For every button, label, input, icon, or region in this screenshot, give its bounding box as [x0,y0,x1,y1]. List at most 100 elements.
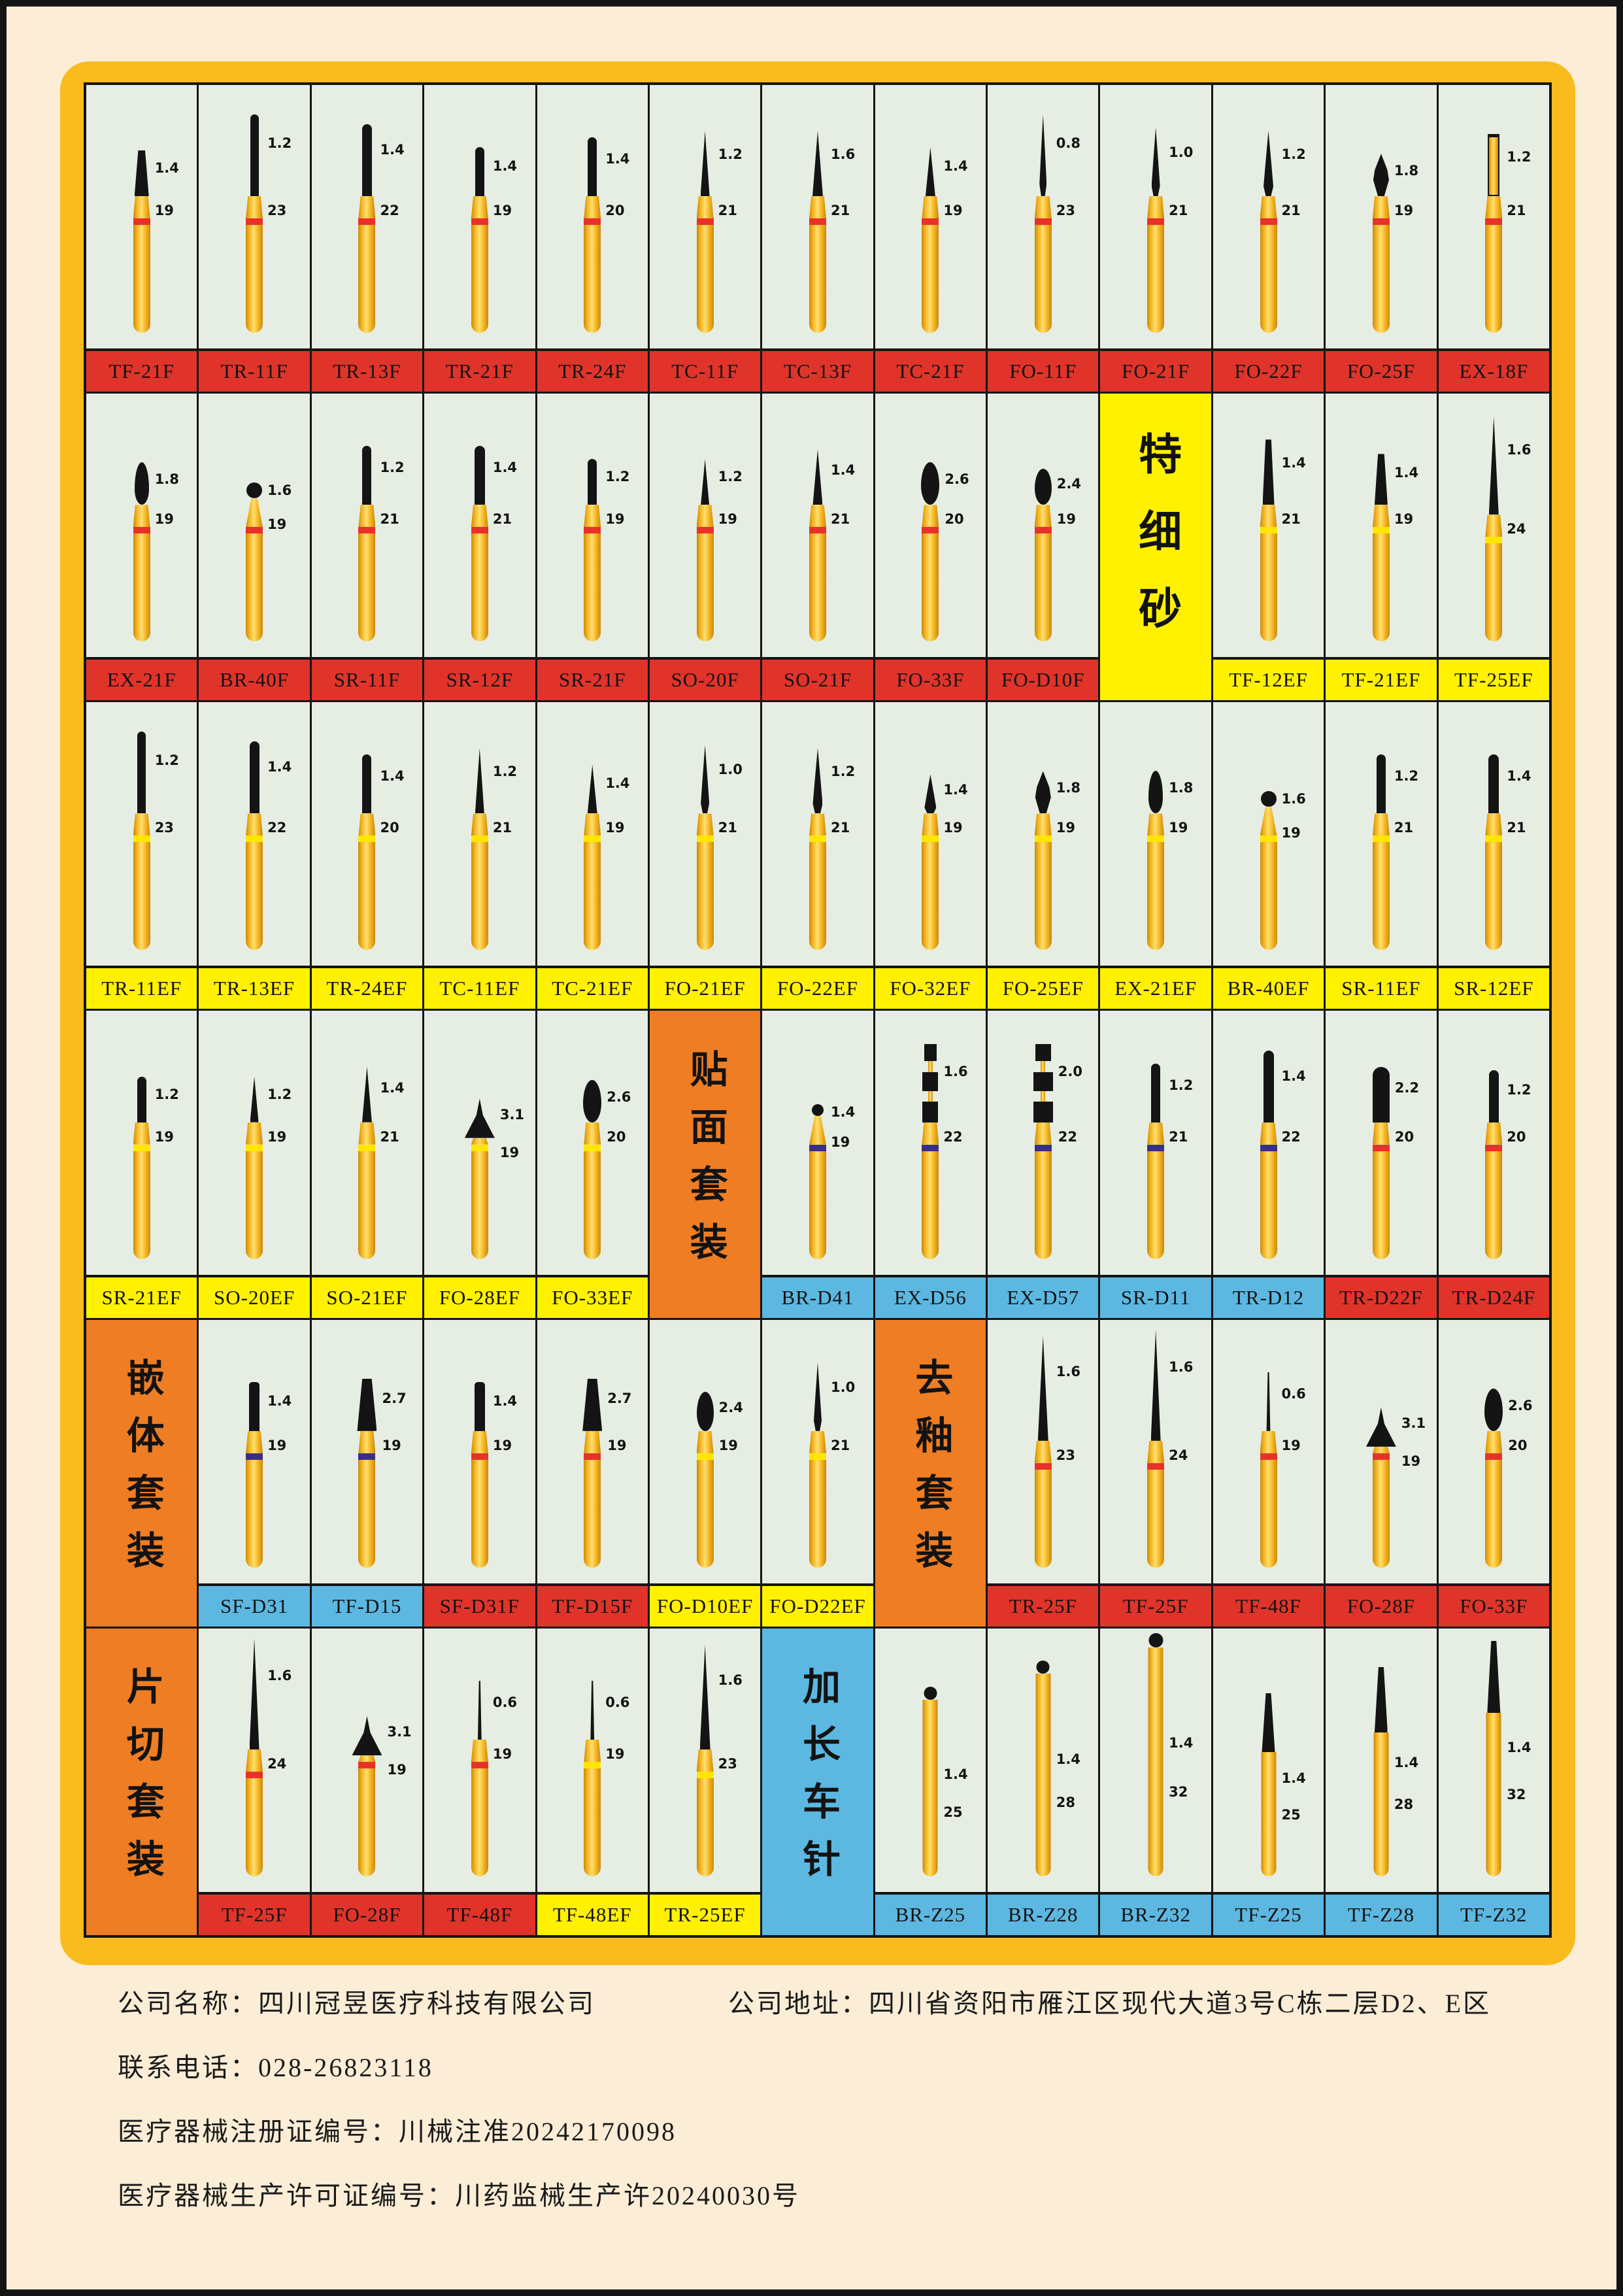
bur-figure: 1.0 21 [762,1320,873,1583]
bur-shaft [696,842,714,951]
product-cell: 2.0 22 EX-D57 [988,1011,1099,1318]
bur-neck [1147,1122,1165,1145]
head-diameter-value: 2.4 [1056,476,1081,492]
bur-stack [246,741,263,951]
color-band [1260,527,1277,534]
color-band [133,527,150,534]
bur-stack [246,114,263,333]
bur-neck [246,813,263,836]
head-diameter-value: 1.4 [492,460,518,476]
product-cell: 2.6 20 FO-33EF [537,1011,648,1318]
product-label: FO-22F [1234,360,1303,383]
bur-figure: 1.6 24 [1439,394,1549,657]
bur-stack [471,446,488,642]
working-length-value: 21 [1169,1128,1188,1145]
color-band [358,1144,376,1151]
product-label-strip: SR-12EF [1438,966,1549,1009]
color-band [696,1771,714,1778]
working-length-value: 20 [1508,1437,1528,1453]
bur-head [134,150,149,197]
bur-head [1039,114,1047,197]
bur-neck [358,1755,376,1762]
working-length-value: 28 [1056,1794,1075,1810]
color-band [1034,836,1052,843]
color-band [471,218,488,226]
bur: 1.2 21 [1230,131,1308,333]
bur-neck [696,1430,714,1453]
bur-figure: 1.4 19 [199,1320,309,1583]
head-diameter-value: 1.8 [1394,163,1419,179]
product-label-strip: BR-Z28 [988,1891,1099,1935]
working-length-value: 24 [267,1755,287,1772]
bur-head [587,764,597,814]
bur-stack [1372,754,1390,951]
section-cell: 去釉套装 [875,1319,986,1627]
bur-stack [358,446,376,642]
bur-shaft [358,1768,376,1876]
head-diameter-value: 2.6 [1508,1397,1533,1413]
product-label-strip: FO-D10EF [649,1583,761,1627]
product-label-strip: FO-11F [988,348,1099,392]
working-length-value: 19 [382,1437,401,1453]
product-cell: 1.2 19 SO-20F [649,394,761,701]
bur-head [464,1098,495,1138]
bur-figure: 1.2 21 [1326,702,1436,966]
bur-figure: 1.2 21 [1439,85,1549,348]
head-diameter-value: 1.6 [1281,791,1306,807]
bur-head-segment [922,1072,939,1091]
bur-figure: 1.2 21 [650,85,760,348]
bur-stack [809,449,826,642]
color-band [471,1144,488,1151]
head-diameter-value: 1.0 [718,762,743,778]
bur: 1.4 19 [441,1381,519,1568]
product-label: TF-12EF [1229,668,1308,692]
color-band [358,836,376,843]
product-label: TF-21EF [1341,668,1421,692]
bur-neck [246,196,263,219]
bur-figure: 1.4 21 [312,1011,422,1274]
bur-stack [1034,771,1052,951]
bur-shaft [584,1151,601,1259]
bur-head [1037,1336,1048,1441]
bur-head-segment [922,1102,939,1123]
bur: 3.1 19 [1342,1407,1426,1568]
bur-neck [922,813,939,836]
bur-figure: 1.4 19 [424,1320,535,1583]
bur-shaft [1260,225,1277,333]
bur-figure: 1.4 25 [875,1629,986,1892]
bur-neck [1372,1122,1390,1145]
bur-shaft [584,842,601,951]
product-label-strip: TR-D24F [1438,1274,1549,1318]
bur-figure: 1.6 24 [1100,1320,1211,1583]
bur-head [1151,127,1160,197]
bur-head [590,1680,595,1740]
bur-head [1266,1372,1271,1431]
bur-head [246,482,263,499]
product-cell: 0.8 23 FO-11F [988,85,1099,392]
color-band [133,1144,150,1151]
bur-head [249,1381,260,1431]
product-label-strip: SR-11EF [1326,966,1437,1009]
product-cell: 1.4 32 BR-Z32 [1100,1628,1211,1935]
product-label: EX-21F [107,668,176,692]
bur-stack [246,1381,263,1568]
bur: 2.4 19 [666,1391,745,1568]
product-cell: 1.4 21 SR-12EF [1438,702,1549,1009]
bur-neck [922,505,939,528]
product-label: TC-13F [783,360,852,383]
bur-neck [246,498,263,528]
bur-stack [696,459,714,642]
working-length-value: 19 [1401,1453,1421,1469]
bur-shaft [1260,1459,1277,1568]
bur-shaft [1485,1459,1503,1568]
bur-figure: 1.4 21 [762,394,873,657]
product-label-strip: SR-D11 [1100,1274,1211,1318]
bur-neck [1260,1122,1277,1145]
product-cell: 3.1 19 FO-28F [1326,1319,1437,1627]
bur-neck [133,813,150,836]
color-band [1372,527,1390,534]
product-label-strip: SO-20EF [199,1274,310,1318]
product-cell: 1.4 19 TF-21F [86,85,197,392]
bur-figure: 1.8 19 [988,702,1098,966]
bur-shaft [1034,1469,1052,1568]
